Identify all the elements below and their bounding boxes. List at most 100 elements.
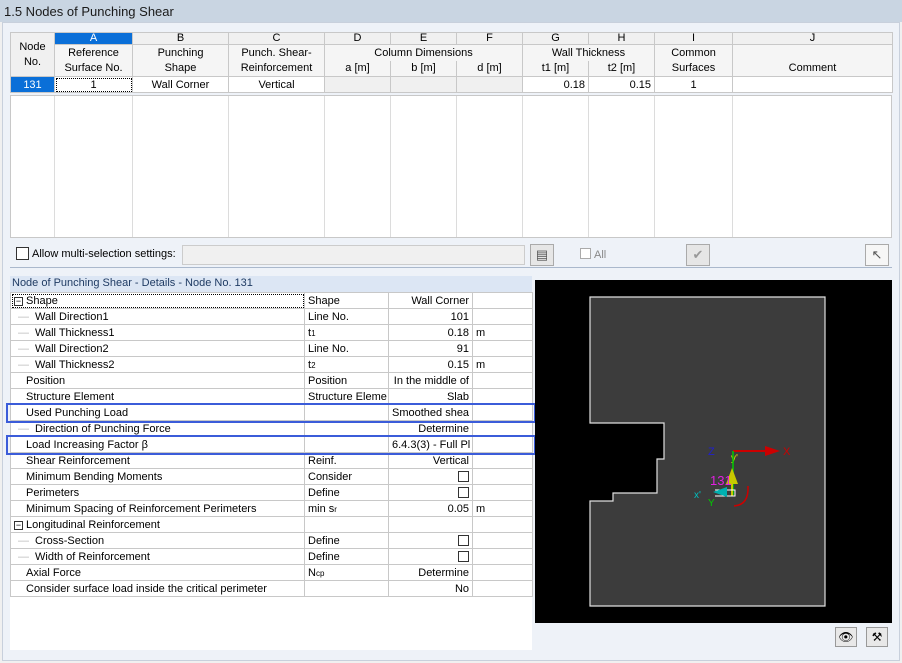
- cell-t1[interactable]: 0.18: [522, 76, 589, 93]
- cell-node[interactable]: 131: [10, 76, 55, 93]
- property-symbol: t2: [304, 356, 389, 373]
- details-row[interactable]: — Wall Thickness2 t2 0.15 m: [10, 356, 533, 373]
- details-row[interactable]: Perimeters Define: [10, 484, 533, 501]
- cell-b[interactable]: [390, 76, 457, 93]
- property-value[interactable]: [388, 548, 473, 565]
- column-letter-b[interactable]: B: [132, 32, 229, 45]
- details-row[interactable]: Used Punching Load Smoothed shea: [10, 404, 533, 421]
- all-checkbox[interactable]: [580, 248, 591, 259]
- details-row[interactable]: — Wall Direction2 Line No. 91: [10, 340, 533, 357]
- property-value[interactable]: Determine: [388, 564, 473, 581]
- property-symbol: Line No.: [304, 308, 389, 325]
- apply-check-icon[interactable]: ✔: [686, 244, 710, 266]
- property-value[interactable]: 91: [388, 340, 473, 357]
- property-checkbox[interactable]: [458, 471, 469, 483]
- property-label: — Wall Direction1: [10, 308, 305, 325]
- details-row[interactable]: — Width of Reinforcement Define: [10, 548, 533, 565]
- property-checkbox[interactable]: [458, 551, 469, 563]
- details-row[interactable]: — Wall Thickness1 t1 0.18 m: [10, 324, 533, 341]
- property-value[interactable]: 0.18: [388, 324, 473, 341]
- graphics-viewer[interactable]: X Z y' 131 x' Y: [535, 280, 892, 623]
- column-letter-f[interactable]: F: [456, 32, 523, 45]
- details-row[interactable]: − Shape Shape Wall Corner: [10, 292, 533, 309]
- details-row[interactable]: Shear Reinforcement Reinf. Vertical: [10, 452, 533, 469]
- property-value[interactable]: [388, 516, 473, 533]
- collapse-icon[interactable]: −: [14, 295, 23, 306]
- property-label: − Longitudinal Reinforcement: [10, 516, 305, 533]
- multi-selection-bar: Allow multi-selection settings: ▤ All ✔ …: [10, 242, 892, 268]
- cell-ref-surface[interactable]: 1: [54, 76, 133, 93]
- property-value[interactable]: Smoothed shea: [388, 404, 473, 421]
- header-a: a [m]: [324, 60, 391, 77]
- multi-selection-field[interactable]: [182, 245, 525, 265]
- column-letter-e[interactable]: E: [390, 32, 457, 45]
- cell-common[interactable]: 1: [654, 76, 733, 93]
- property-value[interactable]: In the middle of: [388, 372, 473, 389]
- column-letter-j[interactable]: J: [732, 32, 893, 45]
- table-empty-area[interactable]: [10, 95, 892, 238]
- property-value[interactable]: Wall Corner: [388, 292, 473, 309]
- header-common-surfaces-2: Surfaces: [654, 60, 733, 77]
- details-table: − Shape Shape Wall Corner — Wall Direction1 Li…: [10, 292, 533, 597]
- details-row[interactable]: − Longitudinal Reinforcement: [10, 516, 533, 533]
- column-letter-h[interactable]: H: [588, 32, 655, 45]
- column-letter-a[interactable]: A: [54, 32, 133, 45]
- view-options-icon[interactable]: ⚒: [866, 627, 888, 647]
- property-unit: [472, 548, 533, 565]
- property-label: Axial Force: [10, 564, 305, 581]
- moment-arc: [733, 485, 749, 507]
- column-letter-g[interactable]: G: [522, 32, 589, 45]
- property-value[interactable]: 101: [388, 308, 473, 325]
- details-row[interactable]: Minimum Bending Moments Consider: [10, 468, 533, 485]
- column-letter-c[interactable]: C: [228, 32, 325, 45]
- property-label: — Wall Thickness2: [10, 356, 305, 373]
- details-row[interactable]: Minimum Spacing of Reinforcement Perimet…: [10, 500, 533, 517]
- property-label: Minimum Bending Moments: [10, 468, 305, 485]
- property-symbol: [304, 516, 389, 533]
- highlight-load-increasing-factor: [6, 435, 536, 455]
- y-axis-label: Y: [708, 498, 715, 509]
- property-label: Position: [10, 372, 305, 389]
- cell-shape[interactable]: Wall Corner: [132, 76, 229, 93]
- property-label: — Wall Direction2: [10, 340, 305, 357]
- property-label: Perimeters: [10, 484, 305, 501]
- view-eye-icon[interactable]: 👁: [835, 627, 857, 647]
- details-row[interactable]: — Cross-Section Define: [10, 532, 533, 549]
- header-d: d [m]: [456, 60, 523, 77]
- details-row[interactable]: — Wall Direction1 Line No. 101: [10, 308, 533, 325]
- cell-comment[interactable]: [732, 76, 893, 93]
- property-value[interactable]: [388, 532, 473, 549]
- column-header-node[interactable]: Node No.: [10, 32, 55, 77]
- collapse-icon[interactable]: −: [14, 519, 23, 530]
- property-value[interactable]: No: [388, 580, 473, 597]
- table-row[interactable]: 131 1 Wall Corner Vertical 0.18 0.15 1: [10, 76, 893, 93]
- header-column-dimensions: Column Dimensions: [324, 44, 523, 61]
- select-table-icon[interactable]: ▤: [530, 244, 554, 266]
- property-label: Load Increasing Factor β: [10, 436, 305, 453]
- property-checkbox[interactable]: [458, 535, 469, 547]
- details-row[interactable]: Axial Force Ncp Determine: [10, 564, 533, 581]
- property-value[interactable]: [388, 484, 473, 501]
- pick-cursor-icon[interactable]: ↖: [865, 244, 889, 266]
- header-b: b [m]: [390, 60, 457, 77]
- property-value[interactable]: 0.05: [388, 500, 473, 517]
- column-letter-i[interactable]: I: [654, 32, 733, 45]
- z-axis-label: Z: [708, 446, 715, 458]
- property-value[interactable]: Vertical: [388, 452, 473, 469]
- cell-t2[interactable]: 0.15: [588, 76, 655, 93]
- details-row[interactable]: Position Position In the middle of: [10, 372, 533, 389]
- details-panel: Node of Punching Shear - Details - Node …: [10, 276, 533, 650]
- property-checkbox[interactable]: [458, 487, 469, 499]
- property-unit: [472, 484, 533, 501]
- column-letter-d[interactable]: D: [324, 32, 391, 45]
- details-row[interactable]: Consider surface load inside the critica…: [10, 580, 533, 597]
- header-comment: Comment: [732, 60, 893, 77]
- cell-a[interactable]: [324, 76, 391, 93]
- property-label: — Wall Thickness1: [10, 324, 305, 341]
- property-value[interactable]: 0.15: [388, 356, 473, 373]
- cell-reinforcement[interactable]: Vertical: [228, 76, 325, 93]
- allow-multi-selection-checkbox[interactable]: [16, 247, 29, 260]
- property-value[interactable]: [388, 468, 473, 485]
- header-t2: t2 [m]: [588, 60, 655, 77]
- cell-d[interactable]: [456, 76, 523, 93]
